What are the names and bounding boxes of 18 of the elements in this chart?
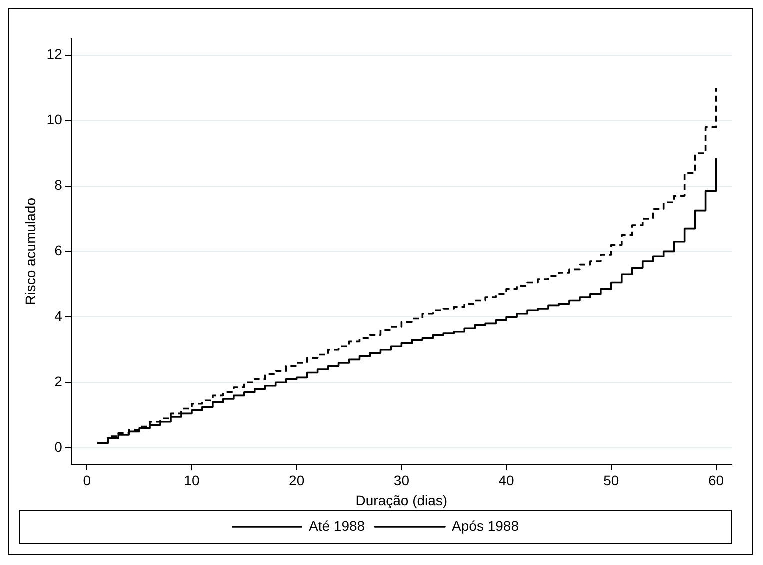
x-tick-label: 0 [83, 472, 92, 489]
y-tick-label: 4 [54, 308, 63, 324]
x-tick-label: 20 [289, 472, 305, 489]
y-tick-label: 12 [46, 46, 63, 62]
y-tick-label: 10 [46, 112, 63, 128]
x-tick-label: 10 [184, 472, 200, 489]
y-axis-title: Risco acumulado [22, 198, 38, 306]
x-tick-label: 30 [394, 472, 410, 489]
x-axis-title: Duração (dias) [356, 492, 448, 508]
x-tick-label: 60 [708, 472, 724, 489]
x-tick-label: 40 [498, 472, 515, 489]
y-tick-label: 6 [54, 242, 63, 259]
legend-label: Após 1988 [452, 518, 520, 534]
y-tick-label: 0 [54, 438, 63, 455]
legend-label: Até 1988 [309, 518, 366, 534]
y-tick-label: 8 [54, 177, 63, 194]
y-tick-label: 2 [54, 373, 63, 390]
x-tick-label: 50 [604, 472, 620, 489]
